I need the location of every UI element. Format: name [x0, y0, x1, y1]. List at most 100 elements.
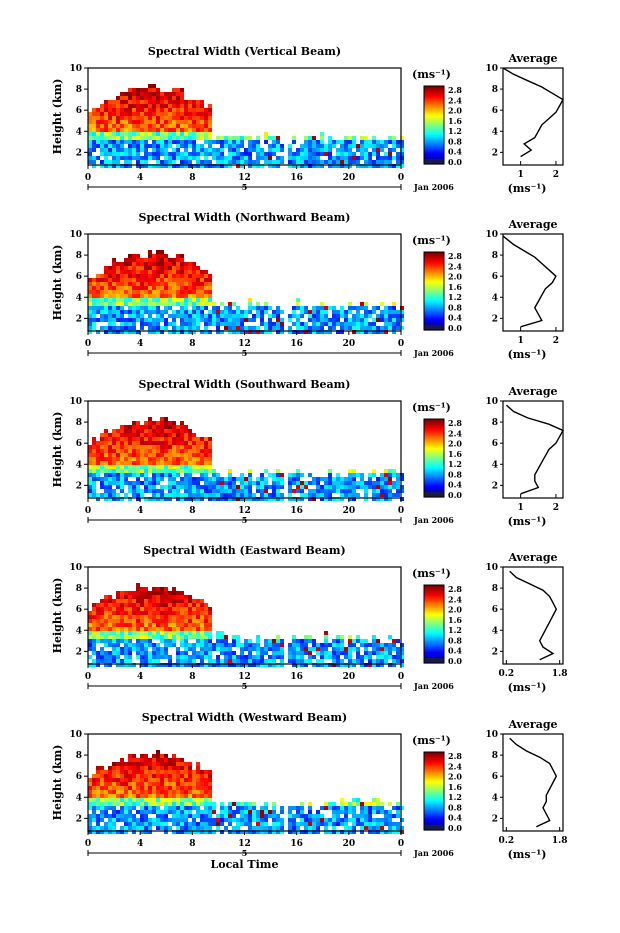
- y-axis-label: Height (km): [51, 79, 64, 155]
- colorbar: [424, 585, 444, 664]
- colorbar-tick-label: 0.8: [448, 469, 462, 479]
- y-tick-label: 4: [76, 793, 82, 803]
- profile-x-tick-label: 1.8: [552, 836, 568, 846]
- colorbar-tick-label: 0.4: [448, 646, 462, 656]
- colorbar-tick-label: 2.0: [448, 772, 462, 782]
- x-tick-label: 16: [290, 672, 303, 682]
- profile-y-tick-label: 4: [492, 626, 498, 636]
- colorbar: [424, 252, 444, 331]
- colorbar-tick-label: 2.0: [448, 272, 462, 282]
- x-tick-label: 8: [189, 173, 195, 183]
- y-axis-label: Height (km): [51, 578, 64, 654]
- profile-y-tick-label: 4: [492, 127, 498, 137]
- colorbar: [424, 752, 444, 831]
- profile-x-tick-label: 2: [553, 170, 559, 180]
- x-tick-label: 8: [189, 839, 195, 849]
- y-axis-label: Height (km): [51, 245, 64, 321]
- y-tick-label: 6: [76, 605, 82, 615]
- colorbar-unit: (ms⁻¹): [412, 68, 451, 81]
- y-tick-label: 2: [76, 647, 82, 657]
- colorbar-tick-label: 1.2: [448, 792, 462, 802]
- panel-2: Spectral Width (Northward Beam)246810Hei…: [51, 211, 564, 361]
- profile-line: [502, 235, 557, 328]
- x-tick-label: 0: [85, 672, 91, 682]
- colorbar-tick-label: 0.4: [448, 480, 462, 490]
- x-tick-label: 0: [398, 506, 404, 516]
- profile-title: Average: [507, 52, 557, 65]
- profile-x-tick-label: 1.8: [552, 669, 568, 679]
- profile-y-tick-label: 2: [492, 314, 498, 324]
- colorbar-tick-label: 2.4: [448, 761, 462, 771]
- colorbar-tick-label: 2.8: [448, 85, 462, 95]
- y-tick-label: 6: [76, 106, 82, 116]
- y-tick-label: 8: [76, 751, 82, 761]
- profile-x-label: (ms⁻¹): [508, 848, 547, 861]
- profile-y-tick-label: 10: [485, 397, 498, 407]
- profile-x-tick-label: 1: [518, 503, 524, 513]
- colorbar-tick-label: 1.6: [448, 449, 462, 459]
- x-tick-label: 0: [398, 339, 404, 349]
- profile-frame: [502, 400, 564, 499]
- y-tick-label: 2: [76, 814, 82, 824]
- colorbar-tick-label: 2.8: [448, 418, 462, 428]
- y-tick-label: 6: [76, 772, 82, 782]
- profile-x-tick-label: 1: [518, 336, 524, 346]
- y-tick-label: 8: [76, 251, 82, 261]
- x-tick-label: 0: [398, 672, 404, 682]
- profile-y-tick-label: 6: [492, 272, 498, 282]
- x-tick-label: 4: [137, 672, 143, 682]
- y-tick-label: 10: [69, 730, 82, 740]
- profile-y-tick-label: 2: [492, 148, 498, 158]
- colorbar-tick-label: 0.4: [448, 313, 462, 323]
- colorbar-tick-label: 2.4: [448, 261, 462, 271]
- profile-title: Average: [507, 385, 557, 398]
- x-tick-label: 12: [238, 339, 251, 349]
- colorbar-tick-label: 2.0: [448, 106, 462, 116]
- y-tick-label: 4: [76, 127, 82, 137]
- colorbar-tick-label: 0.0: [448, 323, 462, 333]
- x-tick-label: 16: [290, 839, 303, 849]
- y-tick-label: 10: [69, 563, 82, 573]
- profile-y-tick-label: 4: [492, 460, 498, 470]
- colorbar-tick-label: 0.0: [448, 157, 462, 167]
- profile-x-label: (ms⁻¹): [508, 182, 547, 195]
- profile-y-tick-label: 2: [492, 481, 498, 491]
- colorbar-tick-label: 0.4: [448, 813, 462, 823]
- y-tick-label: 8: [76, 418, 82, 428]
- date-label: Jan 2006: [413, 348, 454, 358]
- profile-y-tick-label: 10: [485, 64, 498, 74]
- profile-frame: [502, 67, 564, 166]
- x-tick-label: 12: [238, 839, 251, 849]
- x-tick-label: 0: [85, 839, 91, 849]
- profile-y-tick-label: 6: [492, 439, 498, 449]
- y-tick-label: 10: [69, 230, 82, 240]
- x-tick-label: 20: [343, 506, 356, 516]
- y-tick-label: 10: [69, 397, 82, 407]
- profile-y-tick-label: 4: [492, 293, 498, 303]
- date-label: Jan 2006: [413, 848, 454, 858]
- x-tick-label: 20: [343, 839, 356, 849]
- x-tick-label: 20: [343, 339, 356, 349]
- colorbar-frame: [423, 751, 445, 831]
- colorbar-tick-label: 1.6: [448, 782, 462, 792]
- profile-x-label: (ms⁻¹): [508, 515, 547, 528]
- profile-x-tick-label: 1: [518, 170, 524, 180]
- date-mark: 5: [242, 348, 248, 358]
- panel-4: Spectral Width (Eastward Beam) 2 4 6 8 10 Heig…: [51, 544, 568, 694]
- colorbar-frame: [423, 418, 445, 498]
- y-tick-label: 2: [76, 148, 82, 158]
- colorbar-unit: (ms⁻¹): [412, 567, 451, 580]
- profile-frame: [502, 566, 564, 665]
- colorbar-tick-label: 2.4: [448, 428, 462, 438]
- panel-title: Spectral Width (Southward Beam): [138, 378, 350, 391]
- colorbar-tick-label: 1.6: [448, 282, 462, 292]
- colorbar-tick-label: 2.0: [448, 605, 462, 615]
- profile-line: [502, 67, 564, 158]
- x-tick-label: 8: [189, 339, 195, 349]
- colorbar-unit: (ms⁻¹): [412, 234, 451, 247]
- profile-x-label: (ms⁻¹): [508, 348, 547, 361]
- colorbar-tick-label: 0.4: [448, 147, 462, 157]
- colorbar-tick-label: 2.4: [448, 95, 462, 105]
- colorbar-frame: [423, 85, 445, 165]
